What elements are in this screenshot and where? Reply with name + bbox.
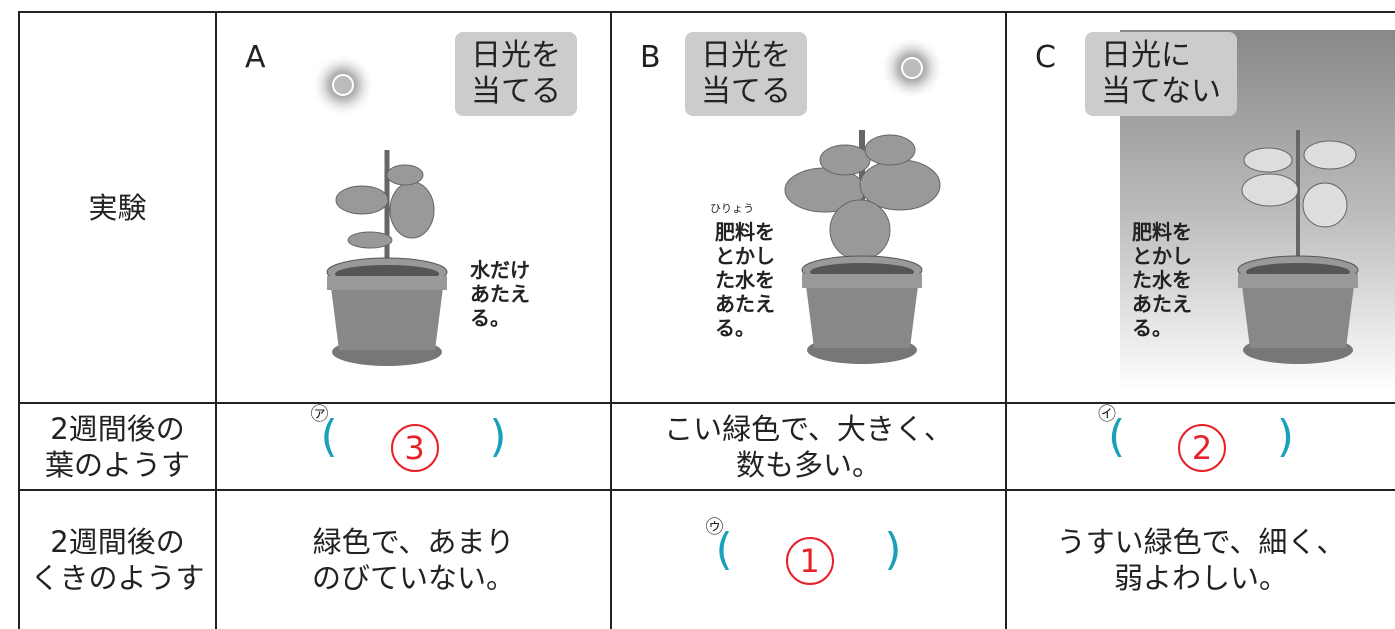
cell: 緑色で、あまり のびていない。 [217, 491, 610, 629]
text: 2週間後の [50, 525, 185, 559]
text: る。 [715, 316, 755, 340]
text: 当てない [1101, 74, 1221, 109]
text: た水を [1132, 268, 1192, 292]
text: 弱よわしい。 [1113, 561, 1288, 595]
cell: うすい緑色で、細く、 弱よわしい。 [1007, 491, 1395, 629]
text: 肥料を [1132, 220, 1192, 244]
condition-badge: 日光を 当てる [455, 32, 577, 116]
note: 肥料を とかし た水を あたえ る。 [715, 220, 775, 340]
column-letter: A [245, 40, 266, 75]
text: 葉のようす [44, 447, 190, 482]
text: 緑色で、あまり [312, 525, 515, 559]
text: とかし [1132, 244, 1192, 268]
ruby: ひりょう [710, 202, 754, 215]
text: 日光に [1101, 38, 1191, 73]
paren: ) [489, 410, 507, 462]
marker: ㋐ [310, 403, 329, 425]
text: 当てる [701, 74, 791, 109]
answer-group: ㋐(3) [311, 404, 509, 475]
answer: 1 [785, 537, 834, 585]
cell: ㋐(3) [217, 404, 610, 489]
paren: ( [320, 410, 338, 462]
text: 数も多い。 [735, 447, 881, 482]
text: 肥料を [715, 220, 775, 244]
row-label: 2週間後の 葉のようす [20, 404, 215, 489]
text: あたえ [470, 282, 530, 306]
note: 水だけ あたえ る。 [470, 258, 530, 330]
column-letter: C [1035, 40, 1056, 75]
text: 日光を [701, 38, 791, 73]
text: た水を [715, 268, 775, 292]
paren: ( [715, 524, 733, 575]
text: あたえ [1132, 292, 1192, 316]
note: 肥料を とかし た水を あたえ る。 [1132, 220, 1192, 340]
text: のびていない。 [311, 561, 515, 595]
column-letter: B [640, 40, 661, 75]
answer: 2 [1178, 423, 1226, 472]
marker: ㋒ [705, 517, 724, 538]
condition-badge: 日光に 当てない [1085, 32, 1237, 116]
paren: ( [1108, 410, 1126, 462]
text: る。 [1132, 316, 1172, 340]
marker: ㋑ [1098, 403, 1116, 425]
text: くきのようす [30, 561, 205, 595]
cell: ㋑(2) [1007, 404, 1395, 489]
answer-group: ㋒(1) [706, 517, 904, 588]
paren: ) [1276, 410, 1294, 462]
answer-group: ㋑(2) [1098, 404, 1296, 475]
text: 当てる [471, 74, 561, 109]
row-label: 2週間後の くきのようす [20, 491, 215, 629]
text: 日光を [471, 38, 561, 73]
text: うすい緑色で、細く、 [1056, 525, 1346, 559]
text: こい緑色で、大きく、 [664, 411, 953, 446]
cell: ㋒(1) [612, 491, 1005, 629]
text: る。 [470, 306, 510, 330]
experiment-label: 実験 [88, 190, 147, 225]
text: あたえ [715, 292, 775, 316]
text: とかし [715, 244, 775, 268]
cell: こい緑色で、大きく、 数も多い。 [612, 404, 1005, 489]
answer: 3 [390, 423, 439, 472]
condition-badge: 日光を 当てる [685, 32, 807, 116]
text: 水だけ [470, 258, 530, 282]
paren: ) [884, 524, 902, 575]
text: 2週間後の [50, 411, 185, 446]
